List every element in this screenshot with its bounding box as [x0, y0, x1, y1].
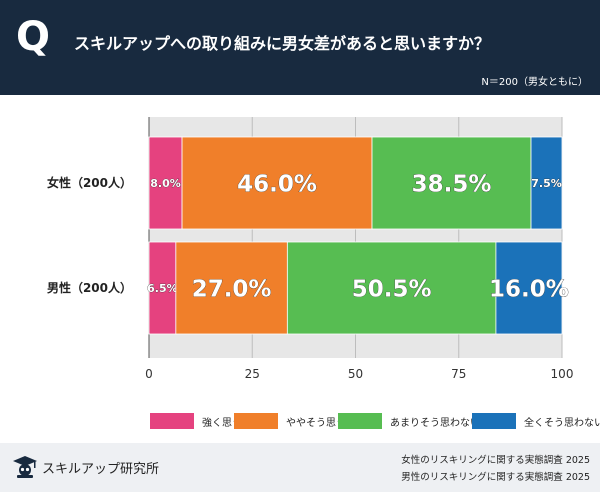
- bar-segment: [371, 136, 532, 230]
- header-banner: Q スキルアップへの取り組みに男女差があると思いますか？ N＝200（男女ともに…: [0, 0, 600, 95]
- legend-swatch: [472, 413, 516, 429]
- x-tick-label: 50: [348, 367, 363, 381]
- bar-segment: [181, 136, 373, 230]
- x-tick-label: 0: [145, 367, 153, 381]
- x-tick-label: 75: [451, 367, 466, 381]
- brand-name: スキルアップ研究所: [42, 462, 160, 477]
- legend-label: 全くそう思わない: [524, 417, 600, 429]
- legend-label: ややそう思う: [286, 417, 346, 429]
- bar-segment: [175, 241, 288, 335]
- x-tick-label: 25: [245, 367, 260, 381]
- bar-segment: [495, 241, 563, 335]
- legend-swatch: [338, 413, 382, 429]
- legend-label: あまりそう思わない: [390, 417, 480, 429]
- brand-logo-icon: [13, 456, 37, 478]
- data-label: 38.5%: [412, 171, 492, 197]
- data-label: 50.5%: [352, 276, 432, 302]
- legend-item: ややそう思う: [234, 411, 346, 431]
- bar-segment: [148, 136, 183, 230]
- source-line-2: 男性のリスキリングに関する実態調査 2025: [401, 472, 590, 483]
- stacked-bar-chart: 8.0% 46.0% 38.5% 7.5% 女性（200人） 6.5% 27.0% 50.5%…: [47, 117, 574, 381]
- legend-swatch: [150, 413, 194, 429]
- legend-swatch: [234, 413, 278, 429]
- legend-item: 全くそう思わない: [472, 411, 600, 431]
- legend: 強く思う ややそう思う あまりそう思わない 全くそう思わない: [0, 411, 600, 431]
- data-label: 16.0%: [489, 276, 569, 302]
- legend-label: 強く思う: [202, 417, 242, 429]
- bar-segment: [286, 241, 497, 335]
- chart-area: 8.0% 46.0% 38.5% 7.5% 女性（200人） 6.5% 27.0% 50.5%…: [0, 95, 600, 443]
- category-label: 女性（200人）: [47, 175, 132, 190]
- data-label: 8.0%: [150, 177, 181, 190]
- sample-size: N＝200（男女ともに）: [481, 77, 588, 88]
- q-mark-icon: Q: [16, 14, 51, 60]
- data-label: 7.5%: [531, 177, 562, 190]
- footer: スキルアップ研究所 女性のリスキリングに関する実態調査 2025 男性のリスキリ…: [0, 443, 600, 492]
- source-line-1: 女性のリスキリングに関する実態調査 2025: [401, 455, 590, 466]
- data-label: 6.5%: [147, 282, 178, 295]
- data-label: 46.0%: [237, 171, 317, 197]
- bar-segment: [530, 136, 563, 230]
- question-title: スキルアップへの取り組みに男女差があると思いますか？: [74, 34, 491, 53]
- category-label: 男性（200人）: [47, 280, 132, 295]
- data-label: 27.0%: [192, 276, 272, 302]
- legend-item: 強く思う: [150, 411, 242, 431]
- x-tick-label: 100: [551, 367, 574, 381]
- legend-item: あまりそう思わない: [338, 411, 480, 431]
